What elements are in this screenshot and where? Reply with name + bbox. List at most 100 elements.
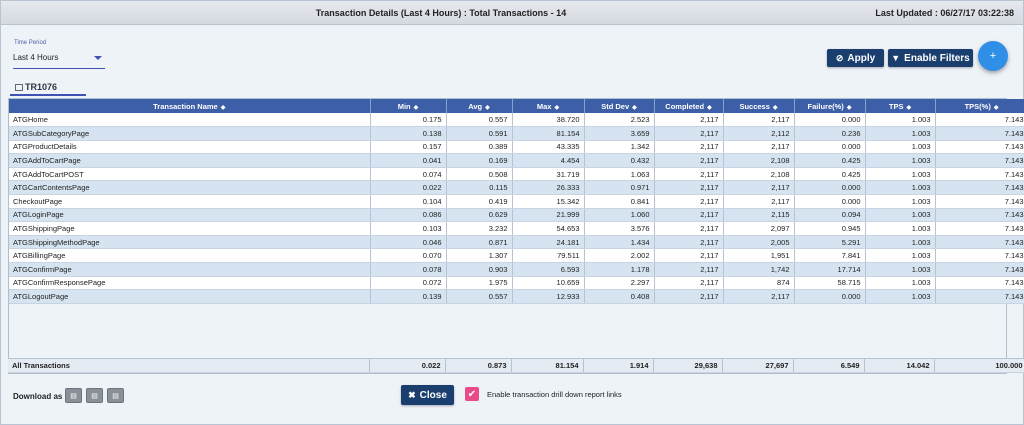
column-header-tps[interactable]: TPS ◆ xyxy=(865,99,936,113)
table-cell: 7.143 xyxy=(935,153,1024,168)
transaction-name-cell[interactable]: ATGLogoutPage xyxy=(9,289,371,304)
drilldown-checkbox[interactable]: ✔ xyxy=(465,387,479,401)
sort-icon[interactable]: ◆ xyxy=(707,104,712,111)
table-cell: 1.003 xyxy=(865,208,936,223)
totals-row: All Transactions 0.022 0.873 81.154 1.914 29,… xyxy=(8,358,1024,373)
table-cell: 0.425 xyxy=(794,167,866,182)
table-row[interactable]: ATGLogoutPage 0.139 0.557 12.933 0.408 2,117 2… xyxy=(9,289,1024,304)
column-header-completed[interactable]: Completed ◆ xyxy=(654,99,724,113)
sort-icon[interactable]: ◆ xyxy=(846,104,852,111)
transaction-name-cell[interactable]: ATGHome xyxy=(9,113,371,128)
tab-strip: TR1076 xyxy=(8,80,1008,96)
table-cell: 1.003 xyxy=(865,221,936,236)
table-cell: 2,117 xyxy=(654,235,724,250)
table-row[interactable]: ATGBillingPage 0.070 1.307 79.511 2.002 2,117… xyxy=(9,248,1024,264)
download-word-button[interactable]: ▤ xyxy=(86,388,103,403)
transaction-name-cell[interactable]: ATGLoginPage xyxy=(9,208,371,223)
sort-icon[interactable]: ◆ xyxy=(413,104,419,111)
column-header-avg[interactable]: Avg ◆ xyxy=(446,99,513,113)
table-cell: 1.342 xyxy=(584,140,655,155)
table-cell: 0.115 xyxy=(446,180,513,196)
table-cell: 12.933 xyxy=(512,289,585,304)
table-cell: 54.653 xyxy=(512,221,585,236)
sort-icon[interactable]: ◆ xyxy=(993,104,999,111)
sort-icon[interactable]: ◆ xyxy=(220,104,226,111)
table-cell: 7.143 xyxy=(935,180,1024,196)
column-header-max[interactable]: Max ◆ xyxy=(512,99,585,113)
table-cell: 1.003 xyxy=(865,262,936,277)
transaction-name-cell[interactable]: ATGAddToCartPage xyxy=(9,153,371,168)
table-row[interactable]: ATGProductDetails 0.157 0.389 43.335 1.342 2,… xyxy=(9,140,1024,155)
table-cell: 24.181 xyxy=(512,235,585,250)
table-row[interactable]: ATGLoginPage 0.086 0.629 21.999 1.060 2,117 2,… xyxy=(9,208,1024,223)
totals-cell: 0.873 xyxy=(445,358,512,373)
transaction-name-cell[interactable]: ATGBillingPage xyxy=(9,248,371,264)
table-cell: 1.060 xyxy=(584,208,655,223)
table-row[interactable]: ATGConfirmPage 0.078 0.903 6.593 1.178 2,117 1… xyxy=(9,262,1024,277)
column-header-std-dev[interactable]: Std Dev ◆ xyxy=(584,99,655,113)
table-cell: 0.841 xyxy=(584,194,655,209)
download-label: Download as xyxy=(13,392,63,401)
table-row[interactable]: ATGAddToCartPOST 0.074 0.508 31.719 1.063 2,1… xyxy=(9,167,1024,182)
transaction-name-cell[interactable]: CheckoutPage xyxy=(9,194,371,209)
table-cell: 1.003 xyxy=(865,194,936,209)
table-row[interactable]: ATGAddToCartPage 0.041 0.169 4.454 0.432 2,11… xyxy=(9,153,1024,168)
table-cell: 7.143 xyxy=(935,235,1024,250)
add-fab-button[interactable]: + xyxy=(978,41,1008,71)
table-row[interactable]: ATGConfirmResponsePage 0.072 1.975 10.659 2.… xyxy=(9,276,1024,291)
column-header-success[interactable]: Success ◆ xyxy=(723,99,795,113)
time-period-select[interactable]: Last 4 Hours xyxy=(13,53,105,69)
check-icon: ✔ xyxy=(467,388,477,400)
table-cell: 1.003 xyxy=(865,180,936,196)
column-header-failure[interactable]: Failure(%) ◆ xyxy=(794,99,866,113)
sort-icon[interactable]: ◆ xyxy=(772,104,778,111)
column-header-label: Min xyxy=(397,101,411,111)
sort-icon[interactable]: ◆ xyxy=(554,104,560,111)
transaction-name-cell[interactable]: ATGSubCategoryPage xyxy=(9,126,371,141)
table-cell: 0.022 xyxy=(370,180,447,196)
close-icon: ✖ xyxy=(408,389,416,400)
transaction-name-cell[interactable]: ATGAddToCartPOST xyxy=(9,167,371,182)
transaction-name-cell[interactable]: ATGProductDetails xyxy=(9,140,371,155)
enable-filters-button[interactable]: ▼ Enable Filters xyxy=(888,49,973,67)
tab-tr1076[interactable]: TR1076 xyxy=(10,80,86,96)
table-cell: 2,117 xyxy=(723,180,795,196)
table-row[interactable]: ATGHome 0.175 0.557 38.720 2.523 2,117 2,117 0.… xyxy=(9,113,1024,128)
table-row[interactable]: ATGShippingMethodPage 0.046 0.871 24.181 1.4… xyxy=(9,235,1024,250)
table-cell: 2,117 xyxy=(654,126,724,141)
table-cell: 79.511 xyxy=(512,248,585,264)
table-cell: 2,112 xyxy=(723,126,795,141)
download-excel-button[interactable]: ▤ xyxy=(107,388,124,403)
apply-button[interactable]: ⊘ Apply xyxy=(827,49,884,67)
transaction-name-cell[interactable]: ATGShippingMethodPage xyxy=(9,235,371,250)
download-pdf-button[interactable]: ▤ xyxy=(65,388,82,403)
table-row[interactable]: ATGCartContentsPage 0.022 0.115 26.333 0.971… xyxy=(9,180,1024,196)
column-header-transaction-name[interactable]: Transaction Name ◆ xyxy=(9,99,371,113)
table-cell: 2,117 xyxy=(723,194,795,209)
table-cell: 0.000 xyxy=(794,140,866,155)
table-body: ATGHome 0.175 0.557 38.720 2.523 2,117 2,117 0.… xyxy=(9,113,1024,304)
sort-icon[interactable]: ◆ xyxy=(632,104,637,111)
table-cell: 7.143 xyxy=(935,140,1024,155)
table-row[interactable]: ATGShippingPage 0.103 3.232 54.653 3.576 2,11… xyxy=(9,221,1024,236)
column-header-label: Success xyxy=(739,101,770,111)
sort-icon[interactable]: ◆ xyxy=(485,104,490,111)
transaction-name-cell[interactable]: ATGConfirmPage xyxy=(9,262,371,277)
table-row[interactable]: CheckoutPage 0.104 0.419 15.342 0.841 2,117 2,… xyxy=(9,194,1024,209)
transaction-name-cell[interactable]: ATGConfirmResponsePage xyxy=(9,276,371,291)
totals-cell: 100.000 xyxy=(934,358,1024,373)
sort-icon[interactable]: ◆ xyxy=(906,104,912,111)
totals-table: All Transactions 0.022 0.873 81.154 1.914 29,… xyxy=(8,358,1024,373)
close-button[interactable]: ✖ Close xyxy=(401,385,454,405)
table-cell: 2,117 xyxy=(654,140,724,155)
totals-cell: 29,638 xyxy=(653,358,723,373)
column-header-min[interactable]: Min ◆ xyxy=(370,99,447,113)
table-cell: 7.143 xyxy=(935,262,1024,277)
table-cell: 0.000 xyxy=(794,180,866,196)
transaction-name-cell[interactable]: ATGShippingPage xyxy=(9,221,371,236)
table-row[interactable]: ATGSubCategoryPage 0.138 0.591 81.154 3.659 2… xyxy=(9,126,1024,141)
transaction-name-cell[interactable]: ATGCartContentsPage xyxy=(9,180,371,196)
table-cell: 1.003 xyxy=(865,167,936,182)
table-cell: 1,742 xyxy=(723,262,795,277)
column-header-tps[interactable]: TPS(%) ◆ xyxy=(935,99,1024,113)
